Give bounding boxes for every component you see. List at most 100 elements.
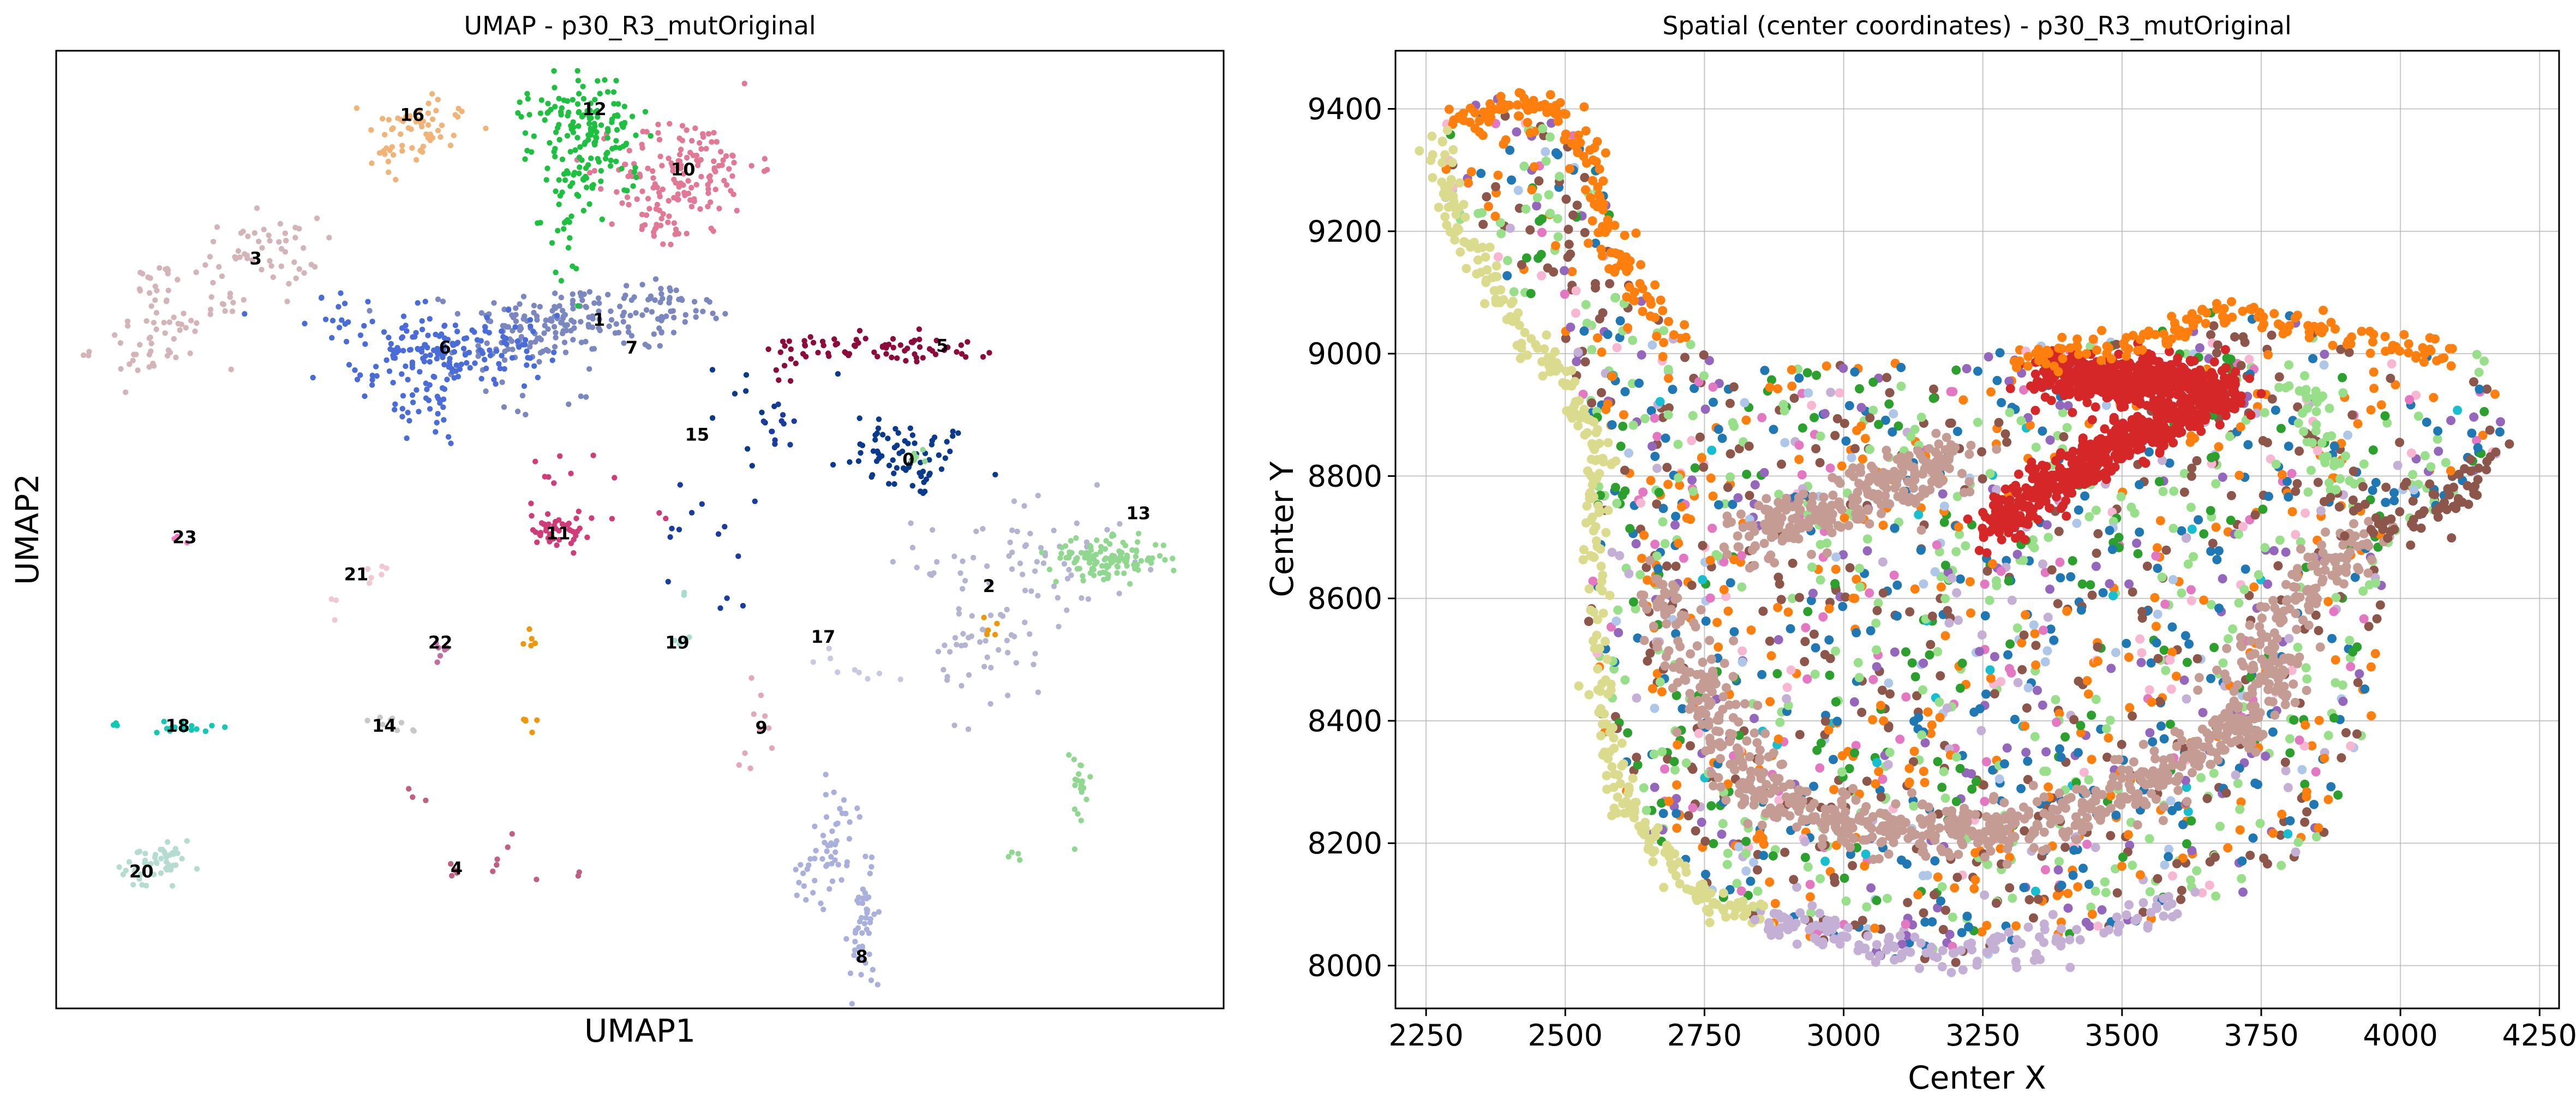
spatial-point [1852, 843, 1862, 852]
umap-point-cluster-12 [558, 278, 565, 284]
spatial-point [2148, 737, 2158, 746]
spatial-point [2053, 865, 2063, 875]
umap-point-cluster-12 [562, 177, 568, 183]
umap-point-cluster-16 [435, 128, 441, 134]
spatial-point [2100, 877, 2110, 887]
umap-point-cluster-12 [544, 165, 550, 171]
spatial-point [2478, 431, 2488, 440]
spatial-point [1625, 524, 1635, 534]
spatial-point [1551, 148, 1561, 158]
spatial-point [2124, 766, 2134, 775]
umap-point-cluster-6 [390, 348, 396, 354]
spatial-point [1639, 636, 1649, 646]
umap-point-cluster-13 [1135, 567, 1141, 573]
spatial-point [2056, 752, 2066, 762]
spatial-point [1830, 431, 1840, 440]
umap-point-cluster-12 [538, 97, 544, 103]
spatial-point [2101, 724, 2111, 733]
umap-point-cluster-3 [165, 271, 171, 277]
umap-point-cluster-2 [1022, 619, 1028, 625]
spatial-point [2091, 562, 2101, 571]
umap-point-cluster-13 [1087, 774, 1093, 780]
spatial-point [2490, 389, 2500, 399]
spatial-point [2226, 491, 2236, 500]
spatial-point [1816, 431, 1825, 441]
spatial-point [1999, 759, 2009, 769]
spatial-point [2302, 792, 2311, 802]
spatial-point [2467, 428, 2477, 438]
umap-point-cluster-3 [171, 336, 177, 342]
spatial-point [2040, 865, 2050, 875]
spatial-point [1628, 420, 1638, 430]
spatial-point [2005, 408, 2015, 417]
spatial-point [2271, 405, 2280, 415]
umap-point-cluster-5 [889, 354, 895, 361]
spatial-point [2315, 642, 2325, 652]
umap-point-cluster-13 [1073, 535, 1079, 541]
spatial-point [1841, 896, 1851, 906]
spatial-point [2083, 689, 2093, 699]
spatial-point [2273, 561, 2283, 571]
umap-point-cluster-6 [343, 338, 350, 345]
umap-point-cluster-7 [682, 319, 688, 325]
umap-point-cluster-0 [709, 367, 716, 373]
spatial-point [1478, 219, 1488, 229]
spatial-point [2158, 816, 2168, 826]
umap-point-cluster-13 [1129, 547, 1135, 553]
umap-point-cluster-1 [591, 346, 597, 352]
umap-point-cluster-13 [1104, 564, 1110, 571]
umap-point-cluster-15 [752, 498, 758, 504]
spatial-point [1723, 606, 1733, 616]
spatial-point [2021, 748, 2031, 757]
umap-point-cluster-3 [86, 349, 92, 355]
spatial-point [2085, 921, 2094, 931]
spatial-point [1684, 811, 1693, 821]
umap-point-cluster-22 [437, 653, 444, 659]
umap-point-cluster-orange [992, 631, 998, 638]
umap-point-cluster-3 [235, 248, 242, 254]
spatial-point [2301, 508, 2310, 518]
spatial-point [2142, 562, 2152, 571]
spatial-point [1999, 798, 2009, 808]
spatial-point [2039, 792, 2049, 802]
spatial-point [1642, 805, 1651, 815]
spatial-point [1509, 287, 1519, 297]
spatial-point [1591, 283, 1600, 293]
umap-point-cluster-11 [577, 525, 583, 531]
umap-point-cluster-3 [291, 259, 297, 265]
spatial-point [2111, 810, 2121, 820]
umap-point-cluster-6 [451, 349, 458, 355]
spatial-point [2045, 584, 2054, 594]
spatial-point [1876, 701, 1885, 710]
umap-point-cluster-13 [1134, 539, 1141, 545]
spatial-point [1743, 819, 1753, 828]
umap-point-cluster-5 [851, 342, 858, 349]
spatial-point [2044, 782, 2053, 792]
umap-point-cluster-0 [891, 470, 897, 476]
spatial-point [1679, 553, 1688, 563]
spatial-point [1824, 725, 1834, 735]
umap-point-cluster-6 [496, 361, 502, 367]
spatial-point [2118, 852, 2128, 862]
umap-point-cluster-8 [861, 921, 868, 927]
umap-point-cluster-10 [675, 191, 681, 197]
umap-point-cluster-3 [171, 314, 177, 320]
spatial-point [2025, 420, 2035, 430]
umap-point-cluster-12 [571, 124, 577, 130]
umap-point-cluster-16 [418, 121, 424, 127]
umap-point-cluster-7 [642, 342, 649, 348]
spatial-point [1753, 886, 1763, 896]
umap-point-cluster-6 [399, 405, 405, 412]
spatial-point [1999, 835, 2009, 845]
umap-point-cluster-6 [426, 397, 432, 403]
spatial-point [2062, 423, 2072, 433]
spatial-point [2213, 340, 2222, 350]
spatial-point [1787, 365, 1796, 375]
umap-point-cluster-10 [673, 226, 679, 232]
spatial-point [1886, 817, 1896, 827]
umap-point-cluster-12 [543, 177, 549, 183]
spatial-point [1905, 607, 1915, 617]
spatial-point [2133, 549, 2143, 559]
spatial-point [1648, 684, 1657, 694]
spatial-point [2151, 622, 2161, 631]
